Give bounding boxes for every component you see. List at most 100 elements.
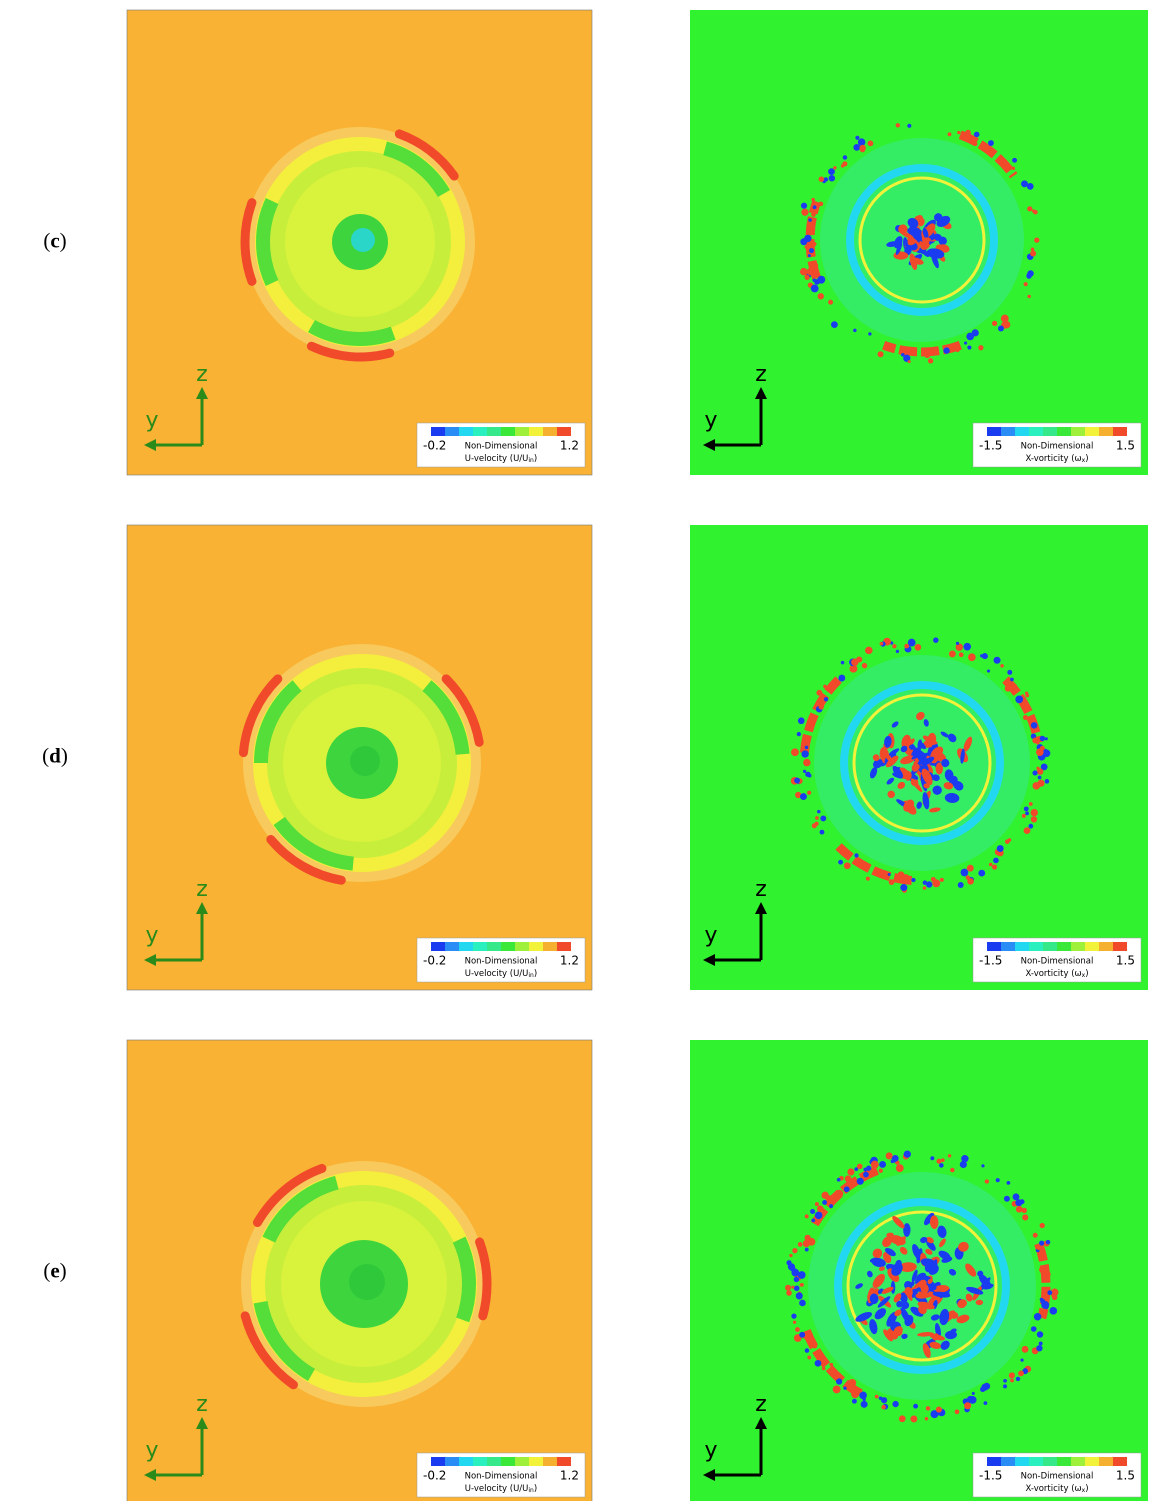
- colorbar-swatch: [1113, 427, 1127, 436]
- core-blob: [886, 1232, 894, 1238]
- vortex-blob: [849, 664, 858, 673]
- vortex-blob: [892, 1400, 899, 1408]
- colorbar-max: 1.2: [560, 954, 579, 968]
- vortex-blob: [895, 123, 901, 128]
- core-blob: [960, 748, 965, 764]
- core-blob: [886, 241, 900, 247]
- core-blob: [924, 1212, 935, 1226]
- vortex-blob: [1018, 1370, 1024, 1377]
- vortex-blob: [1010, 1378, 1014, 1383]
- core-blob: [950, 1328, 957, 1333]
- core-blob: [903, 799, 915, 812]
- colorbar-title: Non-Dimensional: [465, 442, 538, 452]
- vortex-blob: [1036, 768, 1044, 775]
- colorbar-swatch: [1071, 1457, 1085, 1466]
- colorbar-min: -1.5: [979, 1469, 1002, 1483]
- vortex-blob: [863, 1167, 868, 1172]
- colorbar-swatch: [1029, 1457, 1043, 1466]
- colorbar-min: -0.2: [423, 954, 446, 968]
- core-blob: [878, 1266, 885, 1271]
- panel-row: (e) z y -0.2 1.2 Non-Dimensional U-velocity (U…: [43, 1039, 1148, 1501]
- vortex-blob: [828, 299, 834, 305]
- vortex-blob: [796, 731, 801, 737]
- vortex-blob: [895, 649, 900, 653]
- colorbar-swatch: [557, 942, 571, 951]
- vortex-blob: [878, 1396, 883, 1401]
- colorbar-swatch: [1057, 1457, 1071, 1466]
- vortex-blob: [1027, 206, 1033, 212]
- panel-label: (c): [43, 228, 66, 252]
- vortex-blob: [1049, 1307, 1058, 1315]
- vortex-blob: [1047, 1290, 1053, 1296]
- vortex-blob: [812, 1343, 818, 1349]
- colorbar-swatch: [1085, 1457, 1099, 1466]
- colorbar-swatch: [987, 942, 1001, 951]
- vortex-blob: [903, 1150, 911, 1158]
- vortex-blob: [1036, 1331, 1044, 1338]
- vortex-blob: [799, 267, 808, 276]
- vortex-blob: [925, 1406, 931, 1411]
- core-blob: [939, 1238, 946, 1248]
- core-blob: [929, 1341, 942, 1349]
- core-blob: [901, 1301, 910, 1310]
- core-blob: [916, 752, 928, 767]
- colorbar-swatch: [501, 942, 515, 951]
- vortex-blob: [910, 1415, 918, 1423]
- vortex-blob: [959, 1160, 967, 1169]
- core-blob: [953, 781, 964, 791]
- vortex-blob: [833, 166, 837, 170]
- core-blob: [893, 1326, 903, 1336]
- vortex-blob: [1002, 1384, 1008, 1389]
- ring: [858, 176, 986, 304]
- vortex-blob: [924, 1417, 929, 1421]
- vortex-blob: [1030, 722, 1038, 729]
- vortex-blob: [1010, 677, 1014, 682]
- colorbar-swatch: [987, 427, 1001, 436]
- colorbar-quantity: U-velocity (U/Uin): [465, 454, 537, 464]
- colorbar-quantity: U-velocity (U/Uin): [465, 969, 537, 979]
- vortex-blob: [820, 815, 827, 822]
- vortex-blob: [795, 791, 802, 799]
- vortex-blob: [1032, 782, 1041, 790]
- vortex-blob: [799, 1299, 806, 1307]
- vortex-blob: [981, 1164, 985, 1168]
- core-blob: [966, 1286, 984, 1295]
- vortex-blob: [859, 144, 866, 152]
- red-arc: [441, 674, 484, 747]
- core-blob: [940, 1340, 950, 1350]
- vortex-blob: [1012, 1193, 1020, 1201]
- core-blob: [869, 1319, 878, 1335]
- vortex-blob: [860, 1400, 868, 1408]
- vortex-blob: [811, 212, 816, 217]
- core-blob: [904, 771, 912, 781]
- vortex-blob: [803, 758, 811, 767]
- core-blob: [930, 1314, 940, 1321]
- colorbar-swatch: [1029, 427, 1043, 436]
- vortex-blob: [955, 641, 960, 645]
- vortex-blob: [804, 1214, 809, 1219]
- core-blob: [911, 774, 919, 780]
- vortex-blob: [907, 360, 911, 364]
- vortex-blob: [924, 352, 931, 359]
- core-blob: [956, 1314, 970, 1324]
- vortex-blob: [932, 879, 941, 888]
- core-blob: [872, 1273, 885, 1289]
- vortex-blob: [791, 748, 799, 757]
- vortex-blob: [786, 1290, 792, 1296]
- vortex-blob: [811, 823, 817, 829]
- vortex-arc: [1002, 676, 1043, 744]
- core-blob: [916, 711, 925, 721]
- colorbar-max: 1.5: [1116, 954, 1135, 968]
- vortex-blob: [1006, 1181, 1011, 1185]
- vorticity-plot: z y -1.5 1.5 Non-Dimensional X-vorticity (ωx): [690, 1040, 1148, 1501]
- axis-label-y: y: [704, 1438, 717, 1463]
- colorbar-swatch: [431, 1457, 445, 1466]
- colorbar-swatch: [501, 1457, 515, 1466]
- panel-row: (d) z y -0.2 1.2 Non-Dimensional U-velocity (U…: [42, 524, 1148, 991]
- vortex-blob: [1035, 748, 1044, 756]
- colorbar-max: 1.2: [560, 1469, 579, 1483]
- vortex-blob: [862, 1397, 866, 1402]
- vortex-blob: [792, 1320, 797, 1324]
- colorbar-swatch: [557, 1457, 571, 1466]
- vortex-blob: [795, 1292, 803, 1300]
